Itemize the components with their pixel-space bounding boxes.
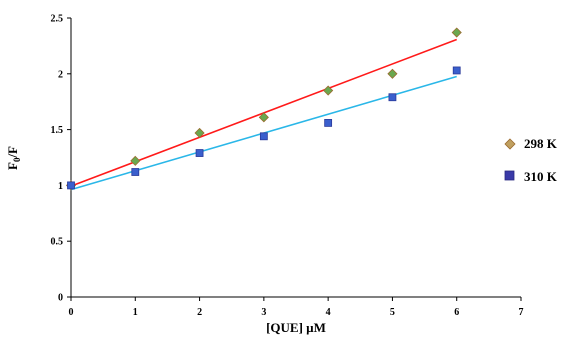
- y-axis-title-subscript: 0: [12, 157, 22, 162]
- axes: 0 0.5 1 1.5 2 2.5 0 1 2 3 4 5 6 7: [51, 14, 524, 319]
- y-tick-label: 2.5: [51, 14, 64, 25]
- data-point-310k: [131, 168, 140, 176]
- x-tick-label: 6: [454, 307, 459, 318]
- data-point-310k: [388, 93, 397, 102]
- legend-marker-298k: [504, 138, 516, 150]
- y-tick-label: 0.5: [51, 237, 64, 248]
- data-point-310k: [195, 149, 204, 157]
- data-point-298k: [194, 127, 205, 139]
- data-point-298k: [323, 85, 334, 96]
- data-point-298k: [130, 155, 141, 166]
- data-point-298k: [451, 27, 462, 38]
- x-tick-label: 3: [261, 307, 266, 318]
- data-point-298k: [387, 68, 398, 79]
- y-tick-label: 1: [58, 181, 63, 192]
- y-tick-label: 2: [58, 69, 63, 80]
- y-axis-title: F0/F: [5, 146, 22, 170]
- x-tick-label: 2: [197, 307, 202, 318]
- data-point-298k: [258, 112, 269, 123]
- x-tick-label: 7: [519, 307, 524, 318]
- y-tick-label: 1.5: [51, 125, 64, 136]
- data-point-310k: [324, 119, 333, 127]
- data-point-310k: [259, 132, 268, 141]
- legend-item-310k: 310 K: [504, 169, 558, 184]
- y-axis-title-tail: /F: [5, 146, 20, 159]
- data-point-310k: [67, 181, 75, 190]
- y-tick-label: 0: [58, 293, 63, 304]
- x-axis-title: [QUE] µM: [266, 320, 326, 335]
- x-tick-label: 1: [133, 307, 138, 318]
- x-tick-label: 0: [69, 307, 74, 318]
- x-tick-label: 4: [326, 307, 331, 318]
- legend-marker-310k: [504, 170, 515, 181]
- legend-item-298k: 298 K: [504, 136, 558, 151]
- legend: 298 K 310 K: [504, 136, 558, 184]
- x-tick-label: 5: [390, 307, 395, 318]
- legend-label-298k: 298 K: [524, 136, 558, 151]
- y-axis-title-main: F: [5, 162, 20, 170]
- legend-label-310k: 310 K: [524, 169, 558, 184]
- data-points: [65, 27, 462, 191]
- data-point-310k: [452, 66, 461, 75]
